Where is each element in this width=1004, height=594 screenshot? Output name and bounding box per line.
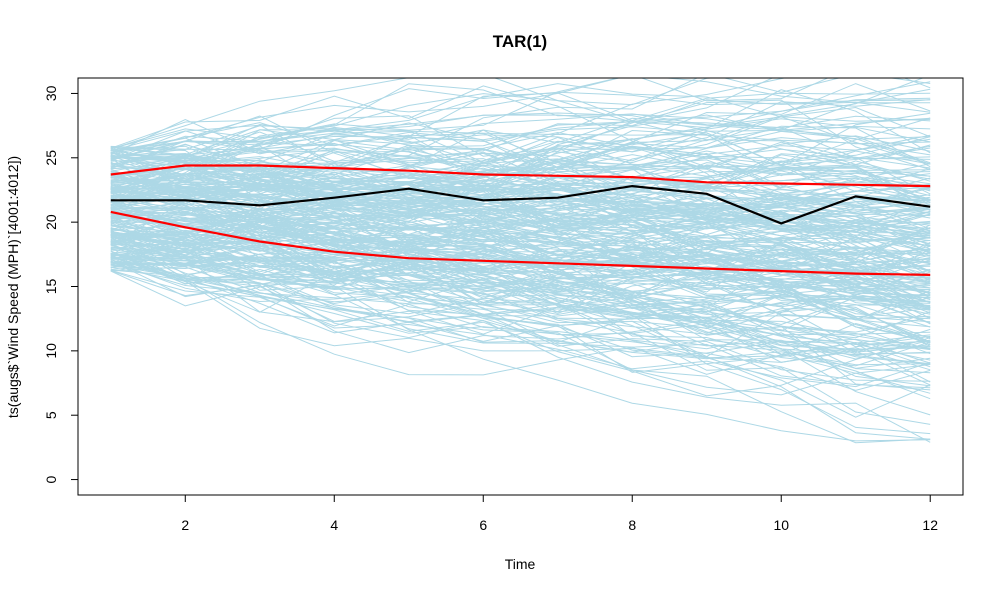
simulated-path [110,231,931,298]
simulated-path [110,175,931,353]
simulated-path [110,250,931,374]
simulated-path [110,263,931,443]
simulated-path [110,78,841,162]
x-axis: 2 4 6 8 10 12 [181,494,938,533]
y-axis: 0 5 10 15 20 25 30 [43,85,79,483]
simulated-paths [110,78,931,444]
simulated-path [110,78,931,189]
x-tick-label: 2 [181,517,189,533]
y-tick-label: 30 [43,85,59,101]
series-line-observed [110,184,931,225]
chart-title: TAR(1) [493,32,547,51]
simulated-path [110,227,931,356]
simulated-path [110,182,931,313]
simulated-path [110,113,931,160]
simulated-path [110,139,931,280]
series-lines [110,164,931,276]
simulated-path [110,231,931,326]
y-axis-label: ts(augs$`Wind Speed (MPH)`[4001:4012]) [5,156,21,418]
simulated-path [110,199,931,367]
x-tick-label: 4 [330,517,338,533]
simulated-path [110,236,931,359]
simulated-path [110,247,931,336]
simulated-path [110,259,931,397]
simulated-path [110,254,931,292]
simulated-path [110,174,931,299]
simulated-path [110,208,931,355]
simulated-path [110,250,931,376]
simulated-path [110,247,931,442]
simulated-path [110,162,931,236]
simulated-path [110,214,931,330]
x-tick-label: 6 [479,517,487,533]
simulated-path [110,208,931,301]
simulated-path [110,219,931,277]
simulated-path [110,241,931,343]
simulated-path [110,145,931,208]
simulated-path [110,253,931,352]
y-tick-label: 10 [43,343,59,359]
simulated-path [110,166,931,223]
series-line-lower-band [110,210,931,276]
simulated-path [110,194,931,293]
simulated-path [110,266,931,358]
simulated-path [110,220,931,373]
simulated-path [110,180,931,361]
y-tick-label: 20 [43,214,59,230]
x-tick-label: 10 [773,517,789,533]
simulated-path [110,78,931,150]
simulated-path [110,260,931,343]
simulated-path [110,165,931,211]
simulated-path [110,261,931,440]
simulated-path [110,244,931,388]
simulated-path [110,85,931,168]
simulated-path [110,164,931,236]
simulated-path [110,208,931,344]
simulated-path [110,130,931,177]
x-tick-label: 8 [628,517,636,533]
simulated-path [110,251,931,308]
simulated-path [110,167,931,244]
simulated-path [110,220,931,307]
simulated-path [110,125,931,205]
simulated-path [110,200,931,231]
simulated-path [110,235,931,289]
simulated-path [110,253,931,321]
simulated-path [110,152,931,199]
y-tick-label: 5 [43,411,59,419]
simulated-path [110,83,931,165]
simulated-path [110,257,931,416]
simulated-path [110,145,931,252]
y-tick-label: 15 [43,279,59,295]
y-tick-label: 25 [43,150,59,166]
y-tick-label: 0 [43,475,59,483]
simulated-path [110,166,931,279]
series-line-upper-band [110,164,931,188]
simulated-path [110,78,787,176]
simulated-path [110,168,931,256]
simulated-path [110,83,931,238]
simulated-path [110,188,931,284]
simulated-path [110,228,931,347]
simulated-path [110,143,931,263]
simulated-path [110,194,931,266]
simulated-path [110,233,931,363]
simulated-path [110,210,931,316]
simulated-path [110,112,931,200]
x-tick-label: 12 [922,517,938,533]
x-axis-label: Time [505,556,536,572]
simulated-path [110,243,931,391]
